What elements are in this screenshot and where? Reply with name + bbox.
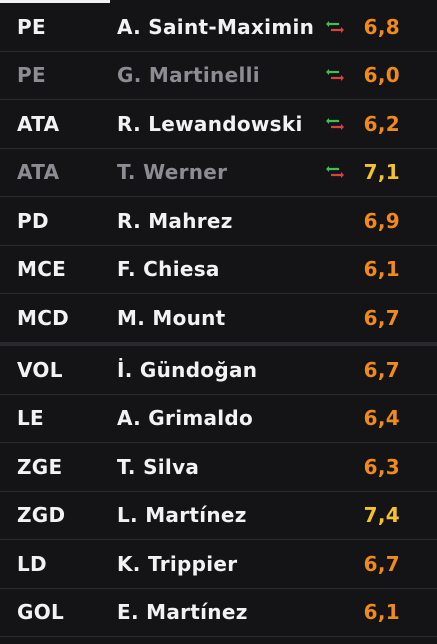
player-name: T. Werner (117, 160, 228, 185)
player-row[interactable]: VOL İ. Gündoğan 6,7 (0, 342, 437, 395)
player-position: PD (17, 208, 49, 233)
player-row[interactable]: LE A. Grimaldo 6,4 (0, 395, 437, 443)
player-row[interactable]: ATA T. Werner 7,1 (0, 149, 437, 197)
player-rating: 6,1 (363, 600, 400, 625)
player-position: PE (17, 14, 46, 39)
player-rating: 6,7 (363, 357, 400, 382)
player-rating: 7,1 (363, 160, 400, 185)
player-row[interactable]: PE A. Saint-Maximin 6,8 (0, 3, 437, 52)
player-name: İ. Gündoğan (117, 357, 258, 382)
player-position: ZGD (17, 503, 66, 528)
player-name: E. Martínez (117, 600, 248, 625)
player-row[interactable]: ZGD L. Martínez 7,4 (0, 492, 437, 540)
player-row[interactable]: MCD M. Mount 6,7 (0, 294, 437, 343)
lineup-list: PE A. Saint-Maximin 6,8 PE G. Martinelli 6,0 A… (0, 3, 437, 637)
player-name: R. Lewandowski (117, 111, 303, 136)
player-row[interactable]: ZGE T. Silva 6,3 (0, 443, 437, 492)
player-name: R. Mahrez (117, 208, 233, 233)
player-name: F. Chiesa (117, 257, 220, 282)
player-position: MCE (17, 257, 67, 282)
player-rating: 6,8 (363, 14, 400, 39)
player-rating: 7,4 (363, 503, 400, 528)
player-row[interactable]: MCE F. Chiesa 6,1 (0, 246, 437, 294)
player-position: VOL (17, 357, 63, 382)
player-rating: 6,7 (363, 551, 400, 576)
substitution-arrows-icon (326, 20, 344, 33)
player-position: LD (17, 551, 47, 576)
player-position: LE (17, 406, 45, 431)
player-position: GOL (17, 600, 65, 625)
substitution-arrows-icon (326, 117, 344, 130)
player-name: A. Grimaldo (117, 406, 254, 431)
player-name: G. Martinelli (117, 63, 260, 88)
substitution-arrows-icon (326, 166, 344, 179)
player-position: PE (17, 63, 46, 88)
player-row[interactable]: PE G. Martinelli 6,0 (0, 52, 437, 100)
player-row[interactable]: LD K. Trippier 6,7 (0, 540, 437, 589)
player-name: K. Trippier (117, 551, 238, 576)
player-rating: 6,0 (363, 63, 400, 88)
player-position: ATA (17, 111, 60, 136)
active-tab-indicator (0, 0, 110, 3)
substitution-arrows-icon (326, 69, 344, 82)
player-name: A. Saint-Maximin (117, 14, 315, 39)
player-rating: 6,1 (363, 257, 400, 282)
player-name: T. Silva (117, 454, 200, 479)
player-row[interactable]: ATA R. Lewandowski 6,2 (0, 100, 437, 149)
player-position: ZGE (17, 454, 63, 479)
player-rating: 6,4 (363, 406, 400, 431)
player-name: M. Mount (117, 305, 226, 330)
player-position: MCD (17, 305, 70, 330)
player-rating: 6,7 (363, 305, 400, 330)
player-row[interactable]: PD R. Mahrez 6,9 (0, 197, 437, 246)
player-rating: 6,9 (363, 208, 400, 233)
player-rating: 6,3 (363, 454, 400, 479)
player-position: ATA (17, 160, 60, 185)
player-name: L. Martínez (117, 503, 247, 528)
player-row[interactable]: GOL E. Martínez 6,1 (0, 589, 437, 637)
player-rating: 6,2 (363, 111, 400, 136)
